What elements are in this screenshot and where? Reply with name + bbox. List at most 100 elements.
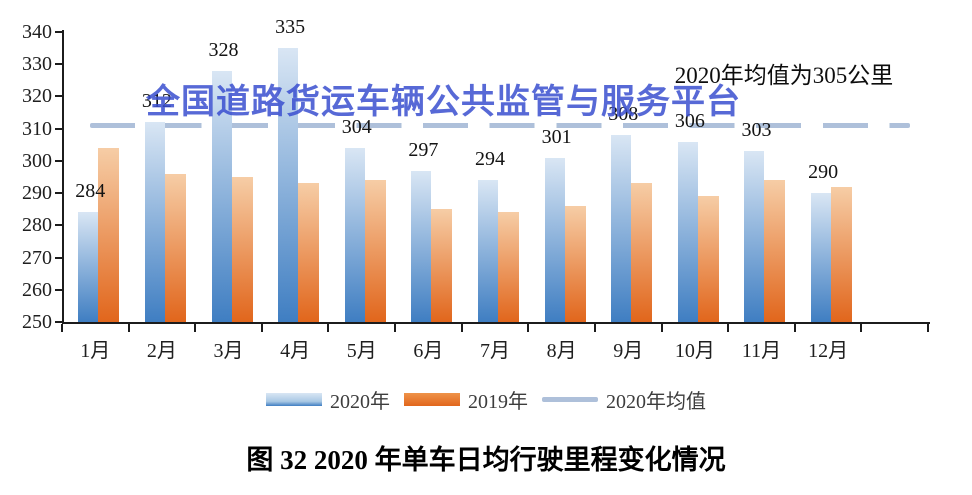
bar-value-label: 294 [475,148,505,171]
x-tick-label: 6月 [413,340,444,362]
x-tick-label: 2月 [146,340,177,362]
bar-2020 [478,180,498,322]
bar-value-label: 301 [541,125,572,148]
legend-item-2019: 2019年 [404,385,528,414]
bar-2019 [298,183,320,322]
bar-2019 [697,196,719,322]
bar-value-label: 335 [275,16,306,39]
legend-swatch-mean-line [542,397,598,402]
x-tick-mark [61,324,63,332]
bar-value-label: 297 [408,138,439,161]
bar-2020 [78,212,99,322]
x-axis-line [62,322,930,324]
bar-value-label: 290 [808,161,839,184]
bar-2020 [411,170,432,322]
x-tick-label: 8月 [546,340,577,362]
bar-2019 [231,177,253,322]
bar-2019 [164,173,186,322]
y-tick-label: 330 [22,53,52,76]
legend-label-2019: 2019年 [468,391,528,413]
bar-2020 [144,122,165,322]
x-tick-mark [727,324,730,332]
mean-annotation: 2020年均值为305公里 [674,63,894,88]
bar-2020 [744,151,765,322]
bar-2020 [211,70,232,322]
y-axis-line [62,30,64,324]
bar-2020 [544,157,565,322]
bar-value-label: 306 [674,109,705,132]
x-tick-mark [127,324,130,332]
y-tick-label: 310 [22,117,52,140]
y-tick-label: 300 [22,149,52,172]
figure-caption: 图 32 2020 年单车日均行驶里程变化情况 [246,445,726,475]
y-tick-mark [55,224,63,227]
bar-2019 [764,180,786,322]
x-tick-label: 11月 [741,340,782,362]
x-tick-label: 10月 [674,340,715,362]
bar-value-label: 303 [741,119,772,142]
y-tick-mark [55,288,63,291]
bar-2019 [498,212,519,322]
watermark-text: 全国道路货运车辆公共监管与服务平台 [146,83,741,121]
y-tick-mark [55,192,63,195]
x-tick-mark [327,324,330,332]
y-tick-label: 250 [22,311,52,333]
bar-value-label: 284 [75,180,106,203]
legend-swatch-2019 [404,393,460,406]
x-tick-label: 4月 [280,340,311,362]
bar-2020 [811,193,832,322]
bar-2019 [364,180,386,322]
bar-value-label: 312 [141,90,172,113]
x-tick-mark [860,324,863,332]
x-tick-mark [260,324,263,332]
x-tick-mark [394,324,397,332]
plot-area: 全国道路货运车辆公共监管与服务平台 2020年均值为305公里 250 260 27… [22,16,930,362]
bar-2019 [631,183,653,322]
y-tick-mark [55,95,63,98]
x-tick-mark [793,324,796,332]
y-tick-label: 280 [22,214,52,237]
mean-dash-line [90,123,910,129]
x-tick-mark [660,324,663,332]
x-tick-label: 12月 [808,340,849,362]
y-tick-mark [55,63,63,66]
y-tick-mark [55,256,63,259]
bar-2019 [98,148,120,322]
x-tick-mark [927,324,929,332]
bar-2020 [677,141,698,322]
x-tick-label: 9月 [613,340,644,362]
y-tick-label: 320 [22,85,52,108]
legend: 2020年 2019年 2020年均值 [0,385,972,414]
legend-item-mean: 2020年均值 [542,385,706,414]
x-tick-label: 7月 [480,340,510,362]
x-tick-mark [460,324,463,332]
y-tick-mark [55,31,63,33]
bar-value-label: 308 [608,103,639,126]
x-tick-mark [194,324,197,332]
bar-2020 [344,148,365,322]
bar-2019 [564,206,586,322]
bar-value-label: 328 [208,38,239,61]
bar-2020 [611,135,632,322]
y-tick-label: 270 [22,246,52,269]
bar-2020 [278,48,299,322]
x-tick-mark [527,324,530,332]
y-tick-mark [55,321,63,323]
bar-2019 [831,186,853,322]
x-tick-label: 3月 [213,340,244,362]
y-tick-label: 340 [22,21,52,43]
y-tick-mark [55,159,63,162]
x-tick-label: 1月 [80,340,111,362]
legend-label-mean: 2020年均值 [606,391,706,413]
bar-value-label: 304 [341,116,372,138]
legend-label-2020: 2020年 [330,391,390,413]
x-tick-mark [593,324,596,332]
x-tick-label: 5月 [346,340,377,362]
legend-swatch-2020 [266,393,322,406]
y-tick-mark [55,127,63,130]
y-tick-label: 290 [22,182,52,205]
bar-2019 [431,209,453,322]
y-tick-label: 260 [22,278,52,301]
legend-item-2020: 2020年 [266,385,390,414]
